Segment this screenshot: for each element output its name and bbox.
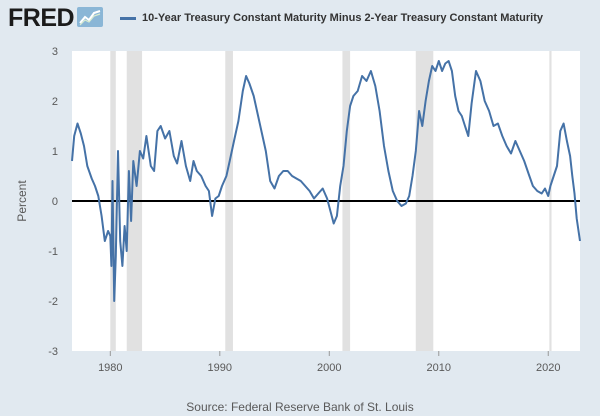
y-tick-label: 3 [52, 46, 58, 58]
y-tick-label: -2 [48, 296, 58, 308]
line-chart-icon [77, 6, 104, 32]
chart-header: FRED 10-Year Treasury Constant Maturity … [0, 0, 600, 36]
y-tick-label: 0 [52, 196, 58, 208]
y-tick-label: -3 [48, 346, 58, 358]
x-tick-label: 1990 [208, 362, 232, 374]
y-tick-label: 2 [52, 96, 58, 108]
chart-legend: 10-Year Treasury Constant Maturity Minus… [120, 10, 543, 26]
x-tick-label: 2020 [536, 362, 560, 374]
series-line[interactable] [71, 60, 581, 302]
fred-logo[interactable]: FRED [8, 4, 104, 32]
x-tick-label: 1980 [98, 362, 122, 374]
y-tick-label: -1 [48, 246, 58, 258]
x-tick-label: 2010 [427, 362, 451, 374]
legend-label: 10-Year Treasury Constant Maturity Minus… [142, 12, 544, 24]
y-tick-label: 1 [52, 146, 58, 158]
source-note: Source: Federal Reserve Bank of St. Loui… [186, 400, 414, 414]
legend-swatch [120, 16, 136, 20]
x-tick-label: 2000 [317, 362, 341, 374]
fred-logo-text: FRED [8, 4, 75, 32]
y-axis-title: Percent [15, 180, 29, 222]
